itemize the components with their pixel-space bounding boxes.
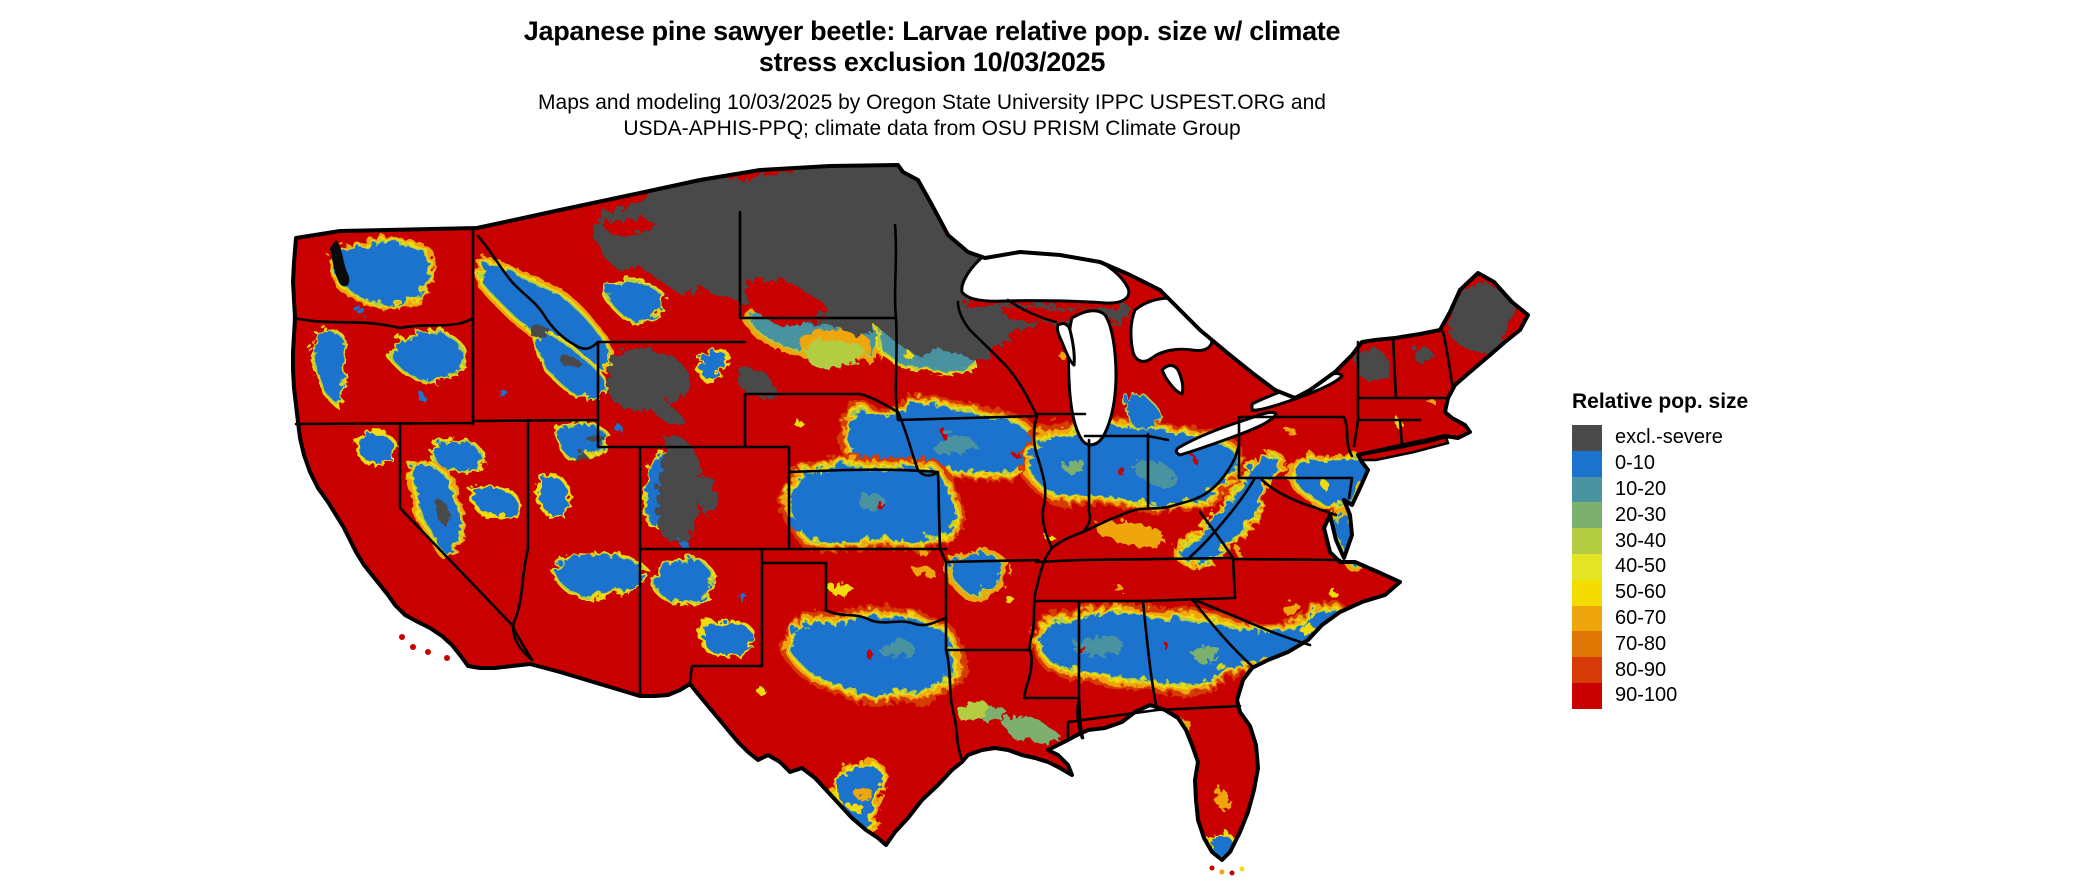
title-line-2: stress exclusion 10/03/2025	[758, 47, 1106, 77]
legend-swatch	[1572, 450, 1602, 477]
legend-swatch	[1572, 425, 1602, 451]
legend-label: 50-60	[1615, 581, 1667, 604]
page-title: Japanese pine sawyer beetle: Larvae rela…	[0, 16, 1864, 78]
legend-label: excl.-severe	[1615, 426, 1723, 449]
legend-row: 80-90	[1572, 657, 1932, 683]
subtitle-line-2: USDA-APHIS-PPQ; climate data from OSU PR…	[623, 117, 1241, 140]
legend-label: 20-30	[1615, 503, 1667, 526]
legend-label: 80-90	[1615, 658, 1667, 681]
title-line-1: Japanese pine sawyer beetle: Larvae rela…	[523, 16, 1341, 46]
puget-sound-inlets	[330, 240, 350, 287]
legend-rows: excl.-severe 0-10 10-20 20-30 30-40 40-5…	[1572, 425, 1932, 709]
legend-row: 0-10	[1572, 450, 1932, 477]
legend-row: 60-70	[1572, 605, 1932, 632]
legend-swatch	[1572, 682, 1602, 709]
legend-swatch	[1572, 476, 1602, 503]
legend-label: 10-20	[1615, 477, 1667, 500]
map-raster	[293, 165, 1528, 860]
legend-swatch	[1572, 502, 1602, 529]
legend-row: 10-20	[1572, 476, 1932, 503]
legend-label: 40-50	[1615, 555, 1667, 578]
legend-row: 20-30	[1572, 502, 1932, 529]
lake-erie-shape	[1174, 410, 1278, 457]
saginaw-bay-shape	[1160, 364, 1185, 396]
legend-row: 30-40	[1572, 528, 1932, 554]
legend-swatch	[1572, 528, 1602, 554]
legend-row: excl.-severe	[1572, 425, 1932, 451]
state-borders	[292, 210, 1455, 762]
legend-row: 90-100	[1572, 682, 1932, 709]
legend-row: 50-60	[1572, 579, 1932, 606]
high-class-intrusions	[599, 214, 1110, 350]
us-outline	[291, 163, 1530, 862]
legend-label: 0-10	[1615, 452, 1656, 475]
excluded-severe-regions	[434, 165, 1512, 540]
legend-title: Relative pop. size	[1572, 390, 1749, 413]
page-subtitle: Maps and modeling 10/03/2025 by Oregon S…	[0, 90, 1864, 142]
legend-swatch	[1572, 553, 1602, 580]
legend-label: 30-40	[1615, 529, 1667, 552]
legend-label: 70-80	[1615, 632, 1667, 655]
subtitle-line-1: Maps and modeling 10/03/2025 by Oregon S…	[538, 91, 1326, 114]
legend-swatch	[1572, 579, 1602, 606]
long-island-shape	[1358, 435, 1450, 462]
legend-swatch	[1572, 631, 1602, 658]
green-bay-shape	[1055, 322, 1076, 367]
legend-swatch	[1572, 605, 1602, 632]
legend-swatch	[1572, 657, 1602, 683]
legend-label: 60-70	[1615, 606, 1667, 629]
coastal-islands	[330, 240, 1450, 876]
legend-label: 90-100	[1615, 684, 1678, 707]
raster-speckle	[356, 306, 1434, 694]
lake-michigan-shape	[1066, 309, 1118, 447]
legend-row: 70-80	[1572, 631, 1932, 658]
legend-row: 40-50	[1572, 553, 1932, 580]
map-legend: Relative pop. size excl.-severe 0-10 10-…	[1572, 390, 1932, 709]
